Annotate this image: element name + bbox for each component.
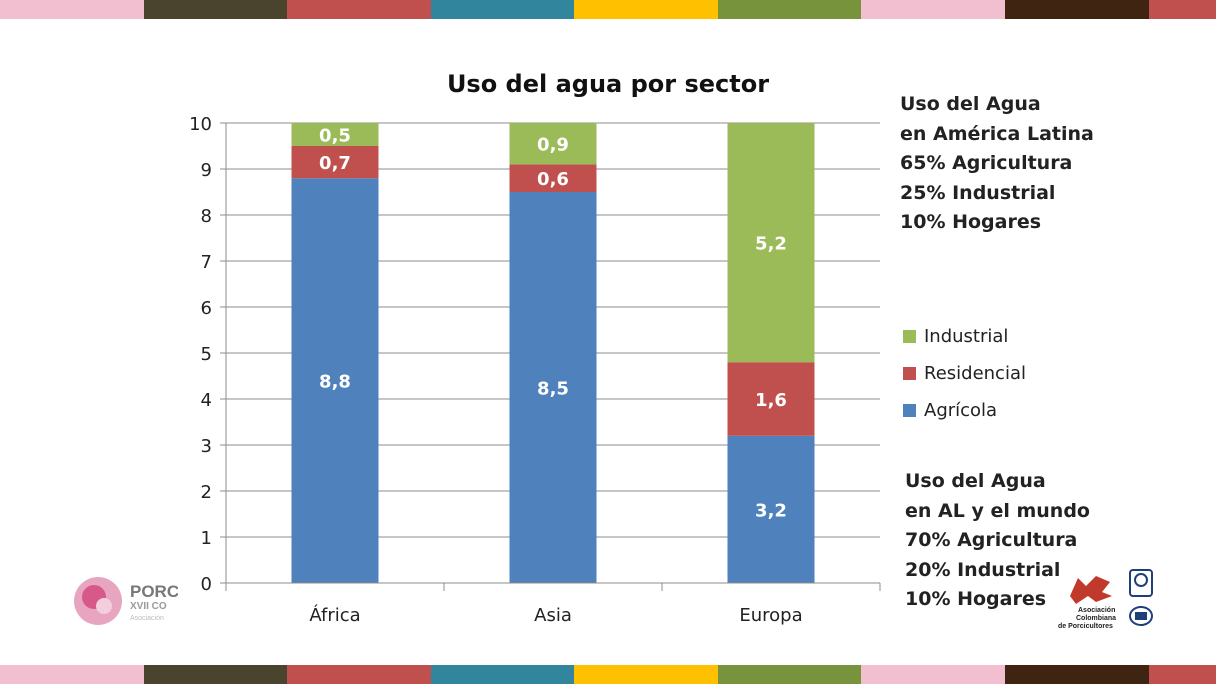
bar-segment bbox=[509, 192, 597, 583]
logo-left-line: XVII CO bbox=[130, 601, 167, 612]
y-tick-label: 0 bbox=[201, 574, 212, 595]
stripe-segment bbox=[718, 665, 861, 684]
x-category-label: Europa bbox=[739, 605, 802, 626]
bottom-color-stripe bbox=[0, 665, 1216, 684]
stripe-segment bbox=[287, 0, 431, 19]
logo-right-line: Asociación bbox=[1078, 607, 1115, 614]
stripe-segment bbox=[718, 0, 861, 19]
stripe-segment bbox=[861, 0, 1005, 19]
stripe-segment bbox=[144, 0, 287, 19]
logo-left-line: Asociación bbox=[130, 615, 164, 622]
legend-label: Agrícola bbox=[924, 400, 998, 421]
bar-data-label: 0,7 bbox=[319, 153, 351, 174]
bar-segment bbox=[727, 435, 815, 583]
certification-badge-icon bbox=[1129, 569, 1153, 597]
bar-segment bbox=[291, 178, 379, 583]
bar-data-label: 0,6 bbox=[537, 169, 569, 190]
bar-data-label: 1,6 bbox=[755, 390, 787, 411]
legend-swatch bbox=[903, 404, 916, 417]
latam-note-line: 65% Agricultura bbox=[900, 152, 1073, 174]
asociacion-colombiana-porcicultores-logo: Asociación Colombiana de Porcicultores bbox=[1052, 566, 1158, 632]
y-tick-label: 4 bbox=[201, 390, 212, 411]
bar-segment bbox=[509, 164, 597, 192]
x-category-label: África bbox=[309, 604, 360, 626]
world-note-line: 70% Agricultura bbox=[905, 529, 1078, 551]
y-tick-label: 2 bbox=[201, 482, 212, 503]
stripe-segment bbox=[431, 0, 574, 19]
bar-data-label: 8,8 bbox=[319, 372, 351, 393]
porcicultura-congress-logo: PORC XVII CO Asociación bbox=[72, 575, 178, 627]
logo-right-line: Colombiana bbox=[1076, 615, 1116, 622]
world-note-line: 10% Hogares bbox=[905, 588, 1047, 610]
legend-label: Industrial bbox=[924, 326, 1009, 347]
latam-note-line: en América Latina bbox=[900, 122, 1094, 145]
world-note-line: 20% Industrial bbox=[905, 558, 1061, 581]
chart-legend: Industrial Residencial Agrícola bbox=[903, 318, 1026, 429]
stripe-segment bbox=[1005, 665, 1149, 684]
y-tick-label: 3 bbox=[201, 436, 212, 457]
latam-water-use-note: Uso del Agua en América Latina 65% Agric… bbox=[900, 90, 1094, 238]
y-tick-label: 5 bbox=[201, 344, 212, 365]
bar-data-label: 8,5 bbox=[537, 379, 569, 400]
legend-swatch bbox=[903, 330, 916, 343]
chart-title: Uso del agua por sector bbox=[447, 70, 769, 98]
latam-note-line: 25% Industrial bbox=[900, 181, 1056, 204]
logo-right-line: de Porcicultores bbox=[1058, 623, 1113, 630]
legend-label: Residencial bbox=[924, 363, 1026, 384]
bar-data-label: 5,2 bbox=[755, 234, 787, 255]
bar-data-label: 0,5 bbox=[319, 126, 351, 147]
stripe-segment bbox=[0, 665, 144, 684]
top-color-stripe bbox=[0, 0, 1216, 19]
world-note-line: en AL y el mundo bbox=[905, 499, 1090, 522]
x-category-label: Asia bbox=[534, 605, 572, 626]
stripe-segment bbox=[0, 0, 144, 19]
y-tick-label: 8 bbox=[201, 206, 212, 227]
stripe-segment bbox=[1149, 665, 1216, 684]
bar-segment bbox=[727, 123, 815, 363]
y-tick-label: 7 bbox=[201, 252, 212, 273]
bar-segment bbox=[509, 123, 597, 165]
stripe-segment bbox=[574, 0, 718, 19]
y-tick-label: 6 bbox=[201, 298, 212, 319]
legend-item: Residencial bbox=[903, 355, 1026, 392]
quality-seal-icon bbox=[1129, 606, 1153, 626]
legend-item: Industrial bbox=[903, 318, 1026, 355]
y-tick-label: 1 bbox=[201, 528, 212, 549]
y-tick-label: 9 bbox=[201, 160, 212, 181]
congress-logo-icon: PORC XVII CO Asociación bbox=[74, 577, 178, 625]
latam-note-line: 10% Hogares bbox=[900, 211, 1042, 233]
porcicultores-logo-icon: Asociación Colombiana de Porcicultores bbox=[1058, 569, 1153, 630]
stripe-segment bbox=[1149, 0, 1216, 19]
stripe-segment bbox=[431, 665, 574, 684]
bar-segment bbox=[291, 123, 379, 146]
world-note-line: Uso del Agua bbox=[905, 470, 1046, 492]
bar-data-label: 0,9 bbox=[537, 135, 569, 156]
stripe-segment bbox=[861, 665, 1005, 684]
legend-swatch bbox=[903, 367, 916, 380]
logo-left-line: PORC bbox=[130, 582, 178, 601]
legend-item: Agrícola bbox=[903, 392, 1026, 429]
stripe-segment bbox=[144, 665, 287, 684]
bar-segment bbox=[727, 362, 815, 436]
bar-data-label: 3,2 bbox=[755, 500, 787, 521]
stripe-segment bbox=[287, 665, 431, 684]
stripe-segment bbox=[1005, 0, 1149, 19]
y-tick-label: 10 bbox=[189, 114, 212, 135]
bar-segment bbox=[291, 146, 379, 179]
latam-note-line: Uso del Agua bbox=[900, 93, 1041, 115]
world-water-use-note: Uso del Agua en AL y el mundo 70% Agricu… bbox=[905, 467, 1090, 615]
stripe-segment bbox=[574, 665, 718, 684]
